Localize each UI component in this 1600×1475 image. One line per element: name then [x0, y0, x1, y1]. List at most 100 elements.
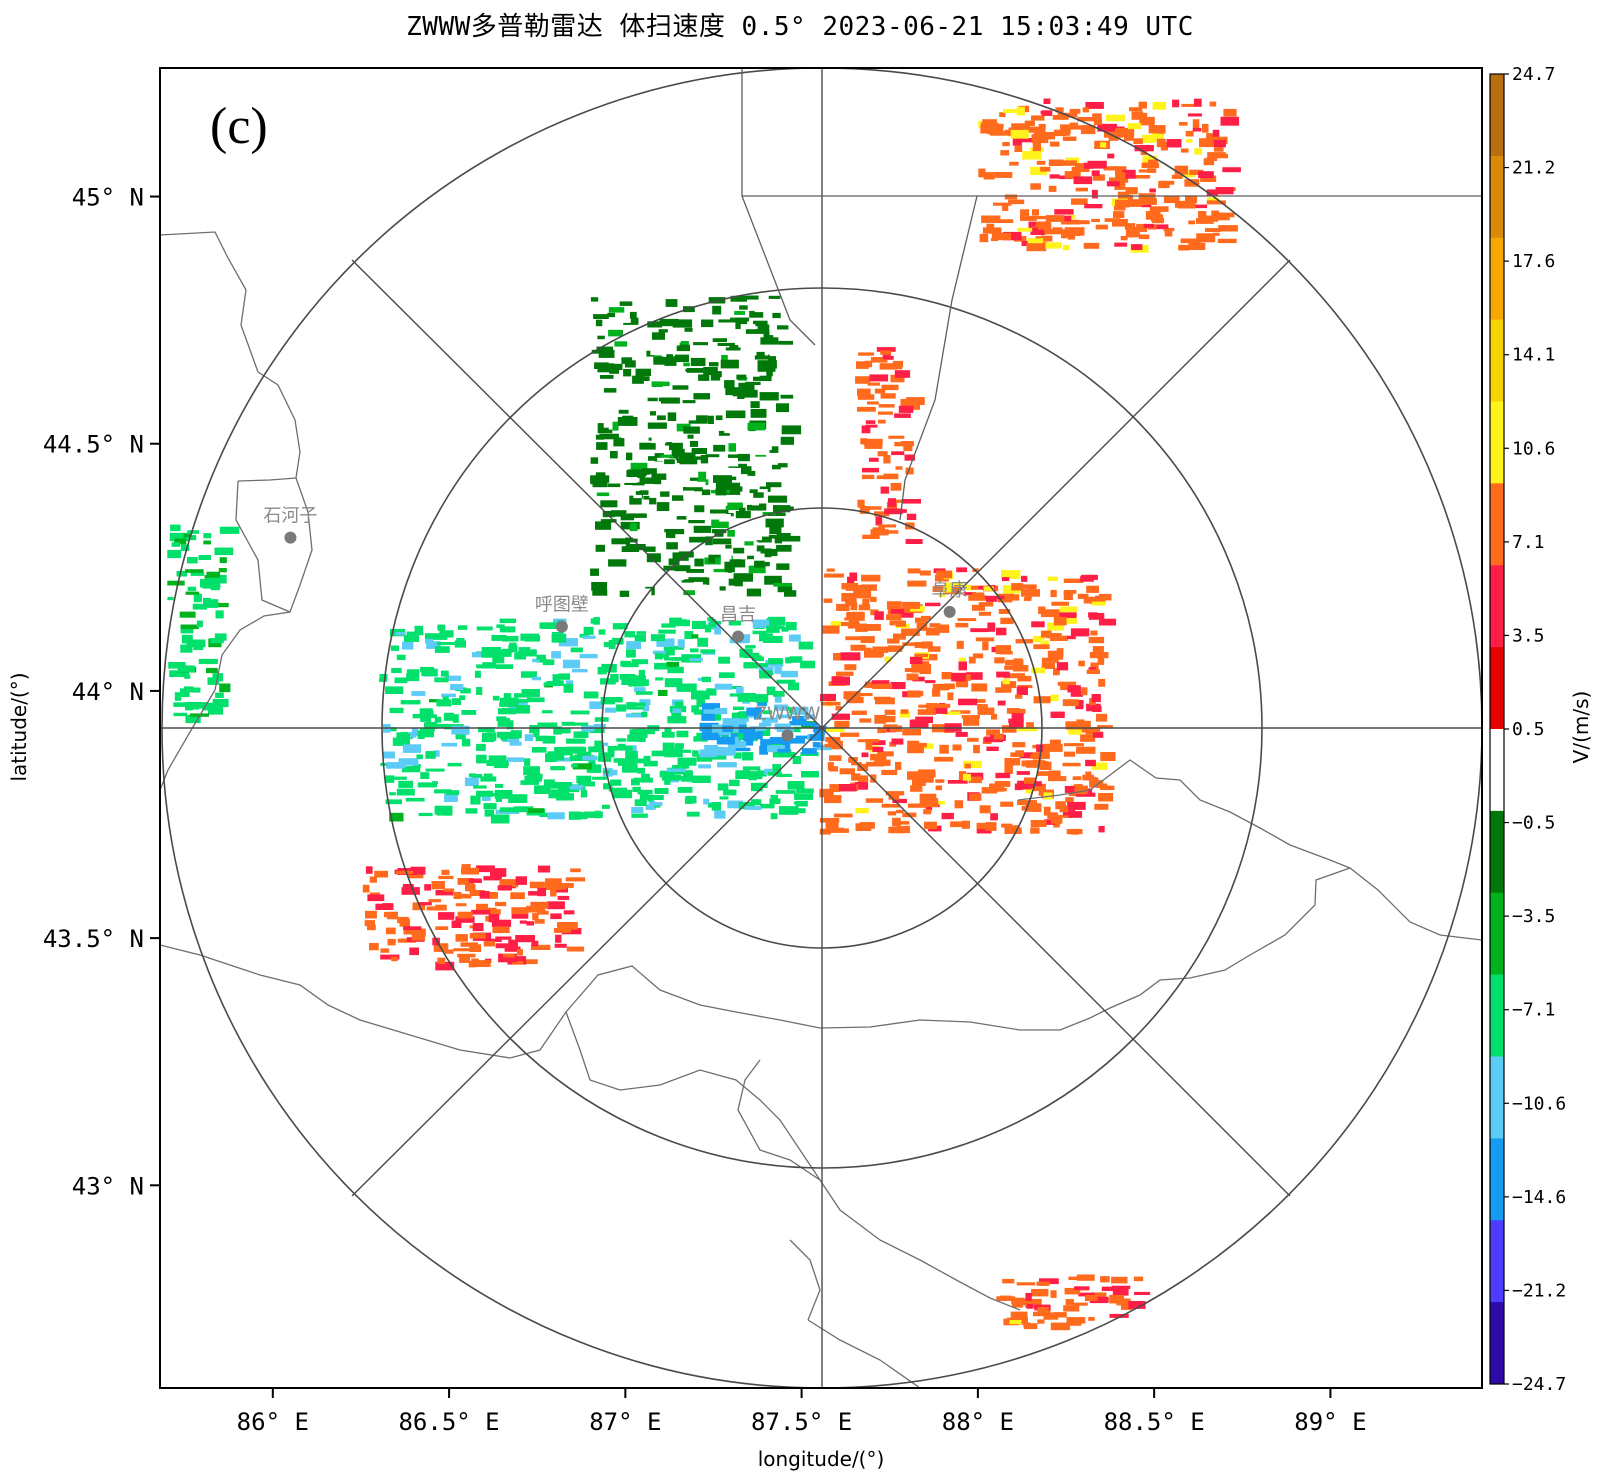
echo-gate — [707, 802, 719, 808]
echo-gate — [895, 821, 910, 825]
echo-gate — [753, 376, 761, 381]
echo-gate — [785, 621, 797, 631]
echo-gate — [648, 430, 660, 438]
echo-gate — [651, 750, 669, 757]
echo-gate — [509, 642, 517, 648]
echo-gate — [944, 582, 964, 587]
echo-gate — [1084, 1295, 1098, 1301]
echo-gate — [457, 911, 473, 919]
echo-gate — [872, 527, 885, 532]
echo-gate — [1184, 179, 1200, 187]
echo-gate — [1115, 199, 1130, 208]
echo-gate — [932, 683, 950, 691]
echo-gate — [624, 432, 640, 440]
echo-gate — [788, 738, 806, 744]
echo-gate — [626, 641, 642, 650]
echo-gate — [667, 716, 687, 724]
echo-gate — [705, 536, 713, 546]
echo-gate — [425, 768, 445, 772]
echo-gate — [689, 440, 699, 447]
echo-gate — [573, 731, 589, 738]
echo-gate — [1207, 197, 1220, 202]
echo-gate — [763, 330, 770, 339]
echo-gate — [861, 425, 871, 434]
echo-gate — [733, 706, 745, 710]
echo-gate — [1010, 752, 1019, 757]
echo-gate — [1180, 148, 1189, 153]
echo-gate — [604, 707, 617, 713]
echo-gate — [972, 604, 985, 611]
echo-gate — [971, 683, 988, 692]
echo-gate — [600, 697, 616, 705]
city-marker-ZWWW — [781, 729, 794, 742]
echo-gate — [1194, 148, 1203, 155]
echo-gate — [869, 457, 879, 462]
echo-gate — [1131, 111, 1144, 120]
echo-gate — [719, 514, 731, 522]
echo-gate — [650, 634, 665, 642]
echo-gate — [993, 202, 1012, 206]
echo-gate — [598, 752, 615, 758]
echo-gate — [1098, 618, 1117, 626]
echo-gate — [386, 762, 405, 769]
echo-gate — [1025, 1292, 1032, 1301]
echo-gate — [679, 373, 693, 383]
echo-gate — [412, 902, 426, 911]
echo-gate — [1033, 1311, 1048, 1317]
echo-gate — [1091, 777, 1099, 787]
echo-gate — [600, 375, 614, 379]
echo-gate — [950, 821, 967, 828]
x-tick-label: 87.5° E — [751, 1408, 852, 1436]
colorbar-segment — [1490, 401, 1504, 484]
echo-gate — [541, 710, 553, 714]
echo-gate — [794, 793, 813, 800]
echo-gate — [681, 579, 694, 583]
echo-gate — [439, 630, 454, 638]
echo-gate — [1122, 169, 1136, 179]
echo-gate — [677, 757, 697, 766]
echo-gate — [941, 672, 952, 680]
echo-gate — [608, 329, 622, 337]
echo-gate — [689, 536, 708, 543]
echo-gate — [687, 434, 694, 439]
echo-gate — [1120, 236, 1128, 241]
echo-gate — [654, 788, 669, 794]
echo-gate — [1218, 225, 1238, 232]
echo-gate — [767, 745, 785, 753]
echo-gate — [391, 776, 407, 780]
echo-gate — [520, 671, 537, 678]
echo-gate — [403, 635, 420, 642]
echo-gate — [648, 456, 665, 461]
echo-gate — [894, 370, 911, 378]
echo-gate — [744, 555, 762, 560]
echo-gate — [461, 738, 471, 747]
echo-gate — [766, 482, 782, 488]
echo-gate — [701, 731, 721, 741]
echo-gate — [495, 901, 507, 907]
echo-gate — [867, 382, 881, 386]
echo-gate — [907, 568, 921, 574]
echo-gate — [735, 519, 754, 523]
echo-gate — [517, 698, 529, 703]
echo-gate — [666, 768, 687, 772]
echo-gate — [1100, 785, 1115, 791]
echo-gate — [752, 630, 767, 635]
echo-gate — [591, 582, 608, 591]
echo-gate — [701, 489, 711, 496]
echo-gate — [654, 479, 662, 485]
echo-gate — [671, 581, 691, 590]
echo-gate — [892, 646, 904, 650]
echo-gate — [975, 637, 995, 642]
echo-gate — [700, 649, 715, 654]
echo-gate — [737, 453, 750, 462]
echo-gate — [406, 669, 420, 674]
echo-gate — [639, 442, 656, 450]
echo-gate — [1009, 161, 1019, 166]
echo-gate — [410, 731, 417, 738]
echo-gate — [801, 771, 819, 778]
echo-gate — [508, 645, 518, 653]
echo-gate — [773, 583, 792, 587]
echo-gate — [537, 722, 558, 728]
echo-gate — [471, 909, 491, 915]
echo-gate — [664, 358, 677, 366]
